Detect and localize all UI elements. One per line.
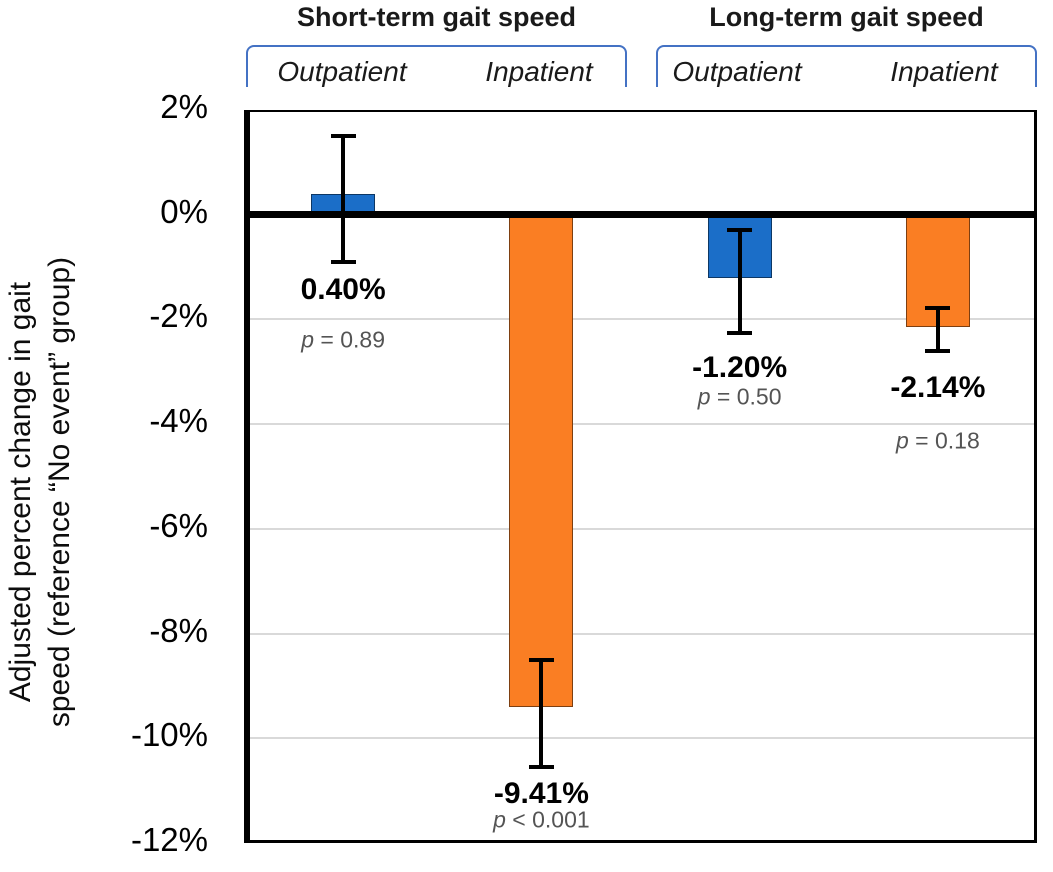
error-bar-cap-bottom-short-term-outpatient: [330, 259, 356, 264]
gridline--2: [244, 318, 1037, 321]
group-bracket-long-term: [656, 45, 1037, 87]
y-tick-label--8: -8%: [149, 611, 208, 649]
plot-border-top: [244, 110, 1037, 112]
zero-baseline: [244, 211, 1037, 219]
value-label-short-term-inpatient: -9.41%: [493, 777, 589, 810]
group-title-long-term: Long-term gait speed: [709, 2, 984, 32]
error-bar-cap-top-short-term-inpatient: [528, 657, 554, 662]
subgroup-label-long-term-inpatient: Inpatient: [890, 56, 998, 87]
error-bar-line-short-term-inpatient: [539, 659, 544, 768]
p-value-label-short-term-inpatient: p < 0.001: [493, 806, 590, 833]
group-title-short-term: Short-term gait speed: [296, 2, 577, 32]
bar-short-term-inpatient: [509, 214, 574, 708]
error-bar-line-long-term-inpatient: [935, 307, 940, 351]
subgroup-label-short-term-inpatient: Inpatient: [485, 56, 593, 87]
plot-border-left: [244, 110, 250, 843]
error-bar-cap-top-long-term-outpatient: [727, 228, 753, 233]
error-bar-cap-bottom-long-term-outpatient: [727, 330, 753, 335]
p-value-label-short-term-outpatient: p = 0.89: [301, 326, 386, 353]
p-value-label-long-term-outpatient: p = 0.50: [697, 383, 782, 410]
error-bar-line-long-term-outpatient: [737, 230, 742, 333]
y-tick-label-2: 2%: [160, 88, 208, 125]
gridline--8: [244, 632, 1037, 635]
subgroup-label-short-term-outpatient: Outpatient: [277, 56, 407, 87]
error-bar-line-short-term-outpatient: [341, 136, 346, 262]
y-tick-label--10: -10%: [130, 716, 208, 754]
gridline--6: [244, 527, 1037, 530]
value-label-short-term-outpatient: 0.40%: [300, 273, 386, 306]
error-bar-cap-bottom-short-term-inpatient: [528, 765, 554, 770]
error-bar-cap-top-short-term-outpatient: [330, 134, 356, 139]
value-label-long-term-inpatient: -2.14%: [890, 371, 986, 404]
y-tick-label--12: -12%: [130, 821, 208, 858]
y-tick-label--2: -2%: [149, 297, 208, 335]
error-bar-cap-bottom-long-term-inpatient: [925, 348, 951, 353]
y-tick-label-0: 0%: [160, 192, 208, 230]
plot-border-right: [1034, 110, 1037, 843]
y-tick-label--4: -4%: [149, 402, 208, 440]
y-axis-title-line1: Adjusted percent change in gait: [4, 281, 37, 703]
value-label-long-term-outpatient: -1.20%: [692, 351, 788, 384]
p-italic-glyph: p: [301, 326, 315, 353]
p-italic-glyph: p: [697, 383, 711, 410]
p-italic-glyph: p: [895, 427, 909, 454]
plot-border-bottom: [244, 840, 1037, 843]
plot-area: 0.40% p = 0.89 -9.41% p < 0.001 -1.20% p = 0.…: [244, 110, 1037, 843]
bar-long-term-inpatient: [905, 214, 970, 327]
y-tick-label--6: -6%: [149, 506, 208, 544]
group-bracket-short-term: [246, 45, 627, 87]
p-value-label-long-term-inpatient: p = 0.18: [895, 427, 980, 454]
gridline--10: [244, 737, 1037, 740]
error-bar-cap-top-long-term-inpatient: [925, 305, 951, 310]
gridline--4: [244, 423, 1037, 426]
subgroup-label-long-term-outpatient: Outpatient: [672, 56, 802, 87]
p-italic-glyph: p: [493, 806, 506, 833]
